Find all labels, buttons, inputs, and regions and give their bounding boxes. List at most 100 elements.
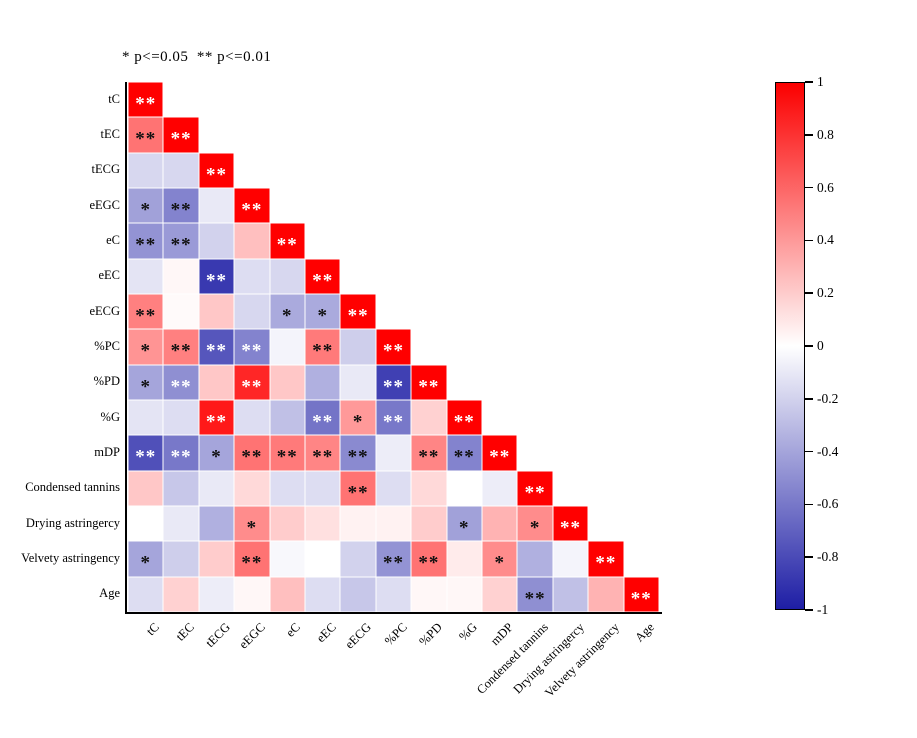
significance-stars: **	[205, 270, 227, 292]
significance-stars: **	[595, 552, 617, 574]
significance-stars: *	[246, 517, 258, 539]
matrix-cell	[305, 505, 341, 542]
matrix-cell: **	[234, 329, 270, 365]
significance-stars: **	[205, 164, 227, 186]
significance-stars: **	[135, 235, 157, 257]
matrix-cell	[163, 470, 199, 506]
matrix-cell	[163, 505, 199, 542]
significance-stars: *	[529, 517, 541, 539]
matrix-cell	[234, 470, 270, 506]
matrix-cell: *	[446, 505, 482, 542]
significance-stars: **	[524, 588, 546, 610]
colorbar-tick-label: 0.2	[817, 285, 834, 301]
significance-stars: **	[170, 129, 192, 151]
matrix-cell: **	[163, 435, 199, 471]
significance-stars: **	[205, 411, 227, 433]
row-label: Condensed tannins	[25, 480, 120, 495]
matrix-cell: **	[128, 117, 164, 153]
significance-stars: **	[205, 341, 227, 363]
significance-stars: **	[382, 411, 404, 433]
colorbar-tick	[805, 134, 813, 136]
matrix-cell	[269, 541, 305, 577]
matrix-cell: *	[198, 435, 235, 471]
significance-stars: *	[140, 552, 151, 574]
colorbar-tick-label: 1	[817, 74, 824, 89]
matrix-cell	[163, 293, 199, 330]
matrix-cell	[198, 505, 235, 542]
row-label: %G	[100, 409, 120, 424]
significance-stars: **	[453, 447, 475, 469]
matrix-cell	[552, 576, 589, 612]
significance-stars: **	[347, 305, 369, 327]
matrix-cell: *	[128, 364, 164, 400]
matrix-cell	[305, 541, 341, 577]
significance-stars: **	[347, 447, 369, 469]
significance-stars: *	[211, 447, 222, 469]
matrix-cell: **	[552, 505, 589, 542]
row-label: %PD	[93, 374, 120, 389]
significance-stars: **	[312, 341, 334, 363]
matrix-cell	[482, 505, 518, 542]
significance-stars: **	[135, 447, 157, 469]
row-label: tEC	[100, 126, 120, 141]
matrix-cell	[340, 576, 376, 612]
matrix-cell: **	[340, 435, 376, 471]
colorbar-tick	[805, 81, 813, 83]
matrix-cell: **	[411, 435, 447, 471]
matrix-cell: **	[234, 187, 270, 224]
significance-legend: * p<=0.05 ** p<=0.01	[122, 49, 272, 65]
significance-stars: **	[524, 482, 546, 504]
significance-stars: **	[382, 552, 404, 574]
matrix-cell: **	[269, 223, 305, 259]
matrix-cell	[234, 576, 270, 612]
significance-stars: *	[140, 199, 151, 221]
matrix-cell	[128, 399, 164, 436]
matrix-cell: **	[198, 399, 235, 436]
significance-stars: **	[312, 447, 334, 469]
significance-stars: **	[453, 411, 475, 433]
matrix-cell: **	[269, 435, 305, 471]
matrix-cell: **	[305, 258, 341, 294]
significance-stars: **	[170, 199, 192, 221]
significance-stars: *	[282, 305, 293, 327]
colorbar	[775, 82, 805, 610]
significance-stars: **	[170, 341, 192, 363]
matrix-cell	[234, 223, 270, 259]
colorbar-tick-label: -1	[817, 602, 829, 617]
matrix-cell	[198, 541, 235, 577]
row-label: eEC	[98, 268, 120, 283]
significance-stars: **	[418, 552, 440, 574]
matrix-cell	[411, 576, 447, 612]
matrix-cell	[163, 258, 199, 294]
row-label: mDP	[94, 444, 120, 459]
significance-stars: **	[241, 447, 263, 469]
matrix-cell: **	[234, 541, 270, 577]
matrix-cell: **	[446, 435, 482, 471]
colorbar-tick-label: -0.6	[817, 496, 839, 512]
matrix-cell	[482, 576, 518, 612]
significance-stars: **	[241, 341, 263, 363]
matrix-cell: *	[128, 187, 164, 224]
significance-stars: **	[559, 517, 581, 539]
matrix-cell: **	[234, 364, 270, 400]
matrix-cell	[269, 576, 305, 612]
matrix-cell	[198, 364, 235, 400]
matrix-cell	[588, 576, 624, 612]
matrix-cell	[446, 541, 482, 577]
significance-stars: *	[494, 552, 505, 574]
matrix-cell	[305, 576, 341, 612]
significance-stars: **	[276, 235, 298, 257]
matrix-cell	[128, 152, 164, 188]
row-label: %PC	[94, 338, 120, 353]
colorbar-tick-label: -0.4	[817, 443, 839, 459]
matrix-cell: **	[163, 223, 199, 259]
matrix-cell: **	[375, 364, 412, 400]
matrix-cell	[375, 435, 412, 471]
matrix-cell	[128, 505, 164, 542]
matrix-cell: **	[163, 364, 199, 400]
matrix-cell	[198, 293, 235, 330]
matrix-cell: **	[128, 223, 164, 259]
colorbar-tick	[805, 239, 813, 242]
matrix-cell	[198, 576, 235, 612]
